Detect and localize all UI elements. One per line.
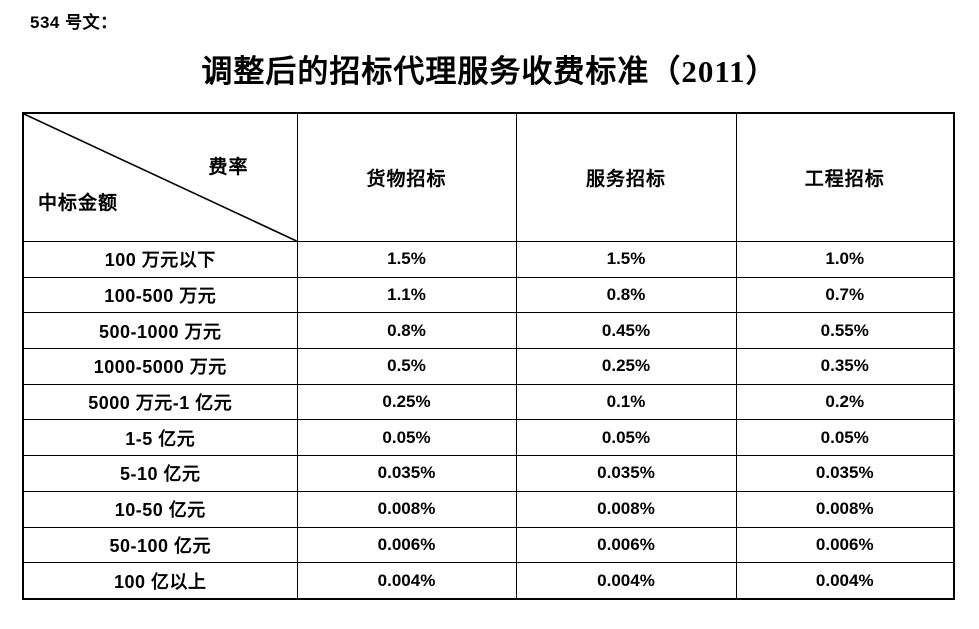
fee-value: 0.004% xyxy=(735,562,955,600)
row-label: 50-100 亿元 xyxy=(22,526,298,564)
fee-value: 0.55% xyxy=(735,312,955,350)
fee-value: 0.05% xyxy=(296,419,517,457)
fee-table: 费率 中标金额 货物招标 服务招标 工程招标 100 万元以下 1.5% 1.5… xyxy=(22,112,955,600)
fee-value: 1.0% xyxy=(735,241,955,278)
fee-value: 1.5% xyxy=(515,241,737,278)
diagonal-divider-line xyxy=(24,114,296,241)
row-label: 1000-5000 万元 xyxy=(22,348,298,385)
row-label: 100 万元以下 xyxy=(22,241,298,278)
column-header-service-bidding: 服务招标 xyxy=(515,112,737,242)
fee-value: 0.006% xyxy=(515,526,737,564)
fee-value: 0.05% xyxy=(515,419,737,457)
row-label: 5-10 亿元 xyxy=(22,455,298,492)
column-header-engineering-bidding: 工程招标 xyxy=(735,112,955,242)
fee-value: 0.035% xyxy=(515,455,737,492)
table-row: 50-100 亿元 0.006% 0.006% 0.006% xyxy=(22,526,955,564)
fee-value: 0.8% xyxy=(515,276,737,314)
fee-value: 0.5% xyxy=(296,348,517,385)
fee-value: 0.7% xyxy=(735,276,955,314)
row-label: 10-50 亿元 xyxy=(22,490,298,528)
fee-value: 0.1% xyxy=(515,383,737,421)
table-header-row: 费率 中标金额 货物招标 服务招标 工程招标 xyxy=(22,112,955,242)
fee-value: 0.05% xyxy=(735,419,955,457)
fee-value: 1.5% xyxy=(296,241,517,278)
table-row: 100 亿以上 0.004% 0.004% 0.004% xyxy=(22,562,955,600)
fee-value: 0.8% xyxy=(296,312,517,350)
table-row: 5000 万元-1 亿元 0.25% 0.1% 0.2% xyxy=(22,383,955,421)
fee-value: 0.45% xyxy=(515,312,737,350)
fee-value: 0.008% xyxy=(296,490,517,528)
row-label: 100-500 万元 xyxy=(22,276,298,314)
fee-value: 0.004% xyxy=(515,562,737,600)
page-title: 调整后的招标代理服务收费标准（2011） xyxy=(201,54,778,89)
row-label: 1-5 亿元 xyxy=(22,419,298,457)
fee-value: 0.008% xyxy=(515,490,737,528)
table-row: 100-500 万元 1.1% 0.8% 0.7% xyxy=(22,276,955,314)
row-label: 100 亿以上 xyxy=(22,562,298,600)
fee-value: 0.25% xyxy=(515,348,737,385)
fee-value: 0.2% xyxy=(735,383,955,421)
table-row: 500-1000 万元 0.8% 0.45% 0.55% xyxy=(22,312,955,350)
table-row: 100 万元以下 1.5% 1.5% 1.0% xyxy=(22,241,955,278)
table-row: 10-50 亿元 0.008% 0.008% 0.008% xyxy=(22,490,955,528)
fee-value: 1.1% xyxy=(296,276,517,314)
row-label: 5000 万元-1 亿元 xyxy=(22,383,298,421)
fee-value: 0.004% xyxy=(296,562,517,600)
column-header-goods-bidding: 货物招标 xyxy=(296,112,517,242)
table-row: 5-10 亿元 0.035% 0.035% 0.035% xyxy=(22,455,955,492)
table-row: 1-5 亿元 0.05% 0.05% 0.05% xyxy=(22,419,955,457)
doc-number: 534 号文： xyxy=(30,13,118,32)
fee-value: 0.25% xyxy=(296,383,517,421)
table-row: 1000-5000 万元 0.5% 0.25% 0.35% xyxy=(22,348,955,385)
fee-value: 0.006% xyxy=(296,526,517,564)
fee-value: 0.035% xyxy=(735,455,955,492)
fee-value: 0.006% xyxy=(735,526,955,564)
row-label: 500-1000 万元 xyxy=(22,312,298,350)
fee-value: 0.35% xyxy=(735,348,955,385)
fee-value: 0.035% xyxy=(296,455,517,492)
corner-label-bid-amount: 中标金额 xyxy=(38,193,119,214)
corner-label-fee-rate: 费率 xyxy=(208,157,249,178)
corner-header-cell: 费率 中标金额 xyxy=(22,112,298,242)
fee-value: 0.008% xyxy=(735,490,955,528)
